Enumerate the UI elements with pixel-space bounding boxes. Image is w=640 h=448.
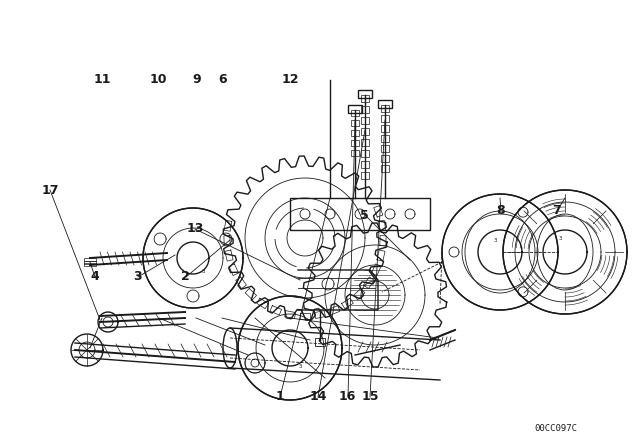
Bar xyxy=(361,139,369,146)
Text: 15: 15 xyxy=(361,390,379,403)
Bar xyxy=(358,90,372,98)
Text: 3: 3 xyxy=(298,364,301,369)
Bar xyxy=(351,140,359,146)
Text: 14: 14 xyxy=(309,390,327,403)
Text: 6: 6 xyxy=(218,73,227,86)
Text: 4: 4 xyxy=(90,270,99,284)
Bar xyxy=(84,263,96,266)
Bar xyxy=(381,165,389,172)
Bar xyxy=(381,125,389,132)
Text: 3: 3 xyxy=(493,238,497,243)
Bar xyxy=(351,130,359,136)
Bar xyxy=(361,161,369,168)
Text: 7: 7 xyxy=(552,204,561,217)
Bar xyxy=(381,115,389,122)
Bar xyxy=(351,120,359,126)
Text: 12: 12 xyxy=(281,73,299,86)
Polygon shape xyxy=(245,353,265,373)
Text: 13: 13 xyxy=(186,222,204,235)
Bar xyxy=(351,110,359,116)
Bar xyxy=(84,260,96,263)
Bar xyxy=(381,145,389,152)
Bar xyxy=(381,105,389,112)
Bar xyxy=(315,338,325,346)
Text: 3: 3 xyxy=(133,270,142,284)
Text: 17: 17 xyxy=(41,184,59,197)
Text: 5: 5 xyxy=(360,208,369,222)
Text: 3: 3 xyxy=(558,236,562,241)
Bar xyxy=(351,150,359,156)
Bar xyxy=(361,117,369,124)
Bar xyxy=(381,135,389,142)
Text: 8: 8 xyxy=(496,204,505,217)
Bar xyxy=(361,128,369,135)
Bar xyxy=(361,95,369,102)
Bar xyxy=(381,155,389,162)
Bar xyxy=(84,258,96,261)
Text: 10: 10 xyxy=(150,73,168,86)
Bar xyxy=(361,172,369,179)
Bar xyxy=(361,106,369,113)
Text: 3: 3 xyxy=(201,269,205,274)
Bar xyxy=(348,105,362,113)
Bar xyxy=(361,150,369,157)
Text: 11: 11 xyxy=(93,73,111,86)
Polygon shape xyxy=(143,208,243,308)
Text: 16: 16 xyxy=(339,390,356,403)
Text: 00CC097C: 00CC097C xyxy=(534,423,577,432)
Polygon shape xyxy=(442,194,558,310)
Bar xyxy=(290,198,430,230)
Polygon shape xyxy=(238,296,342,400)
Text: 2: 2 xyxy=(181,270,190,284)
Text: 1: 1 xyxy=(275,390,284,403)
Bar xyxy=(378,100,392,108)
Polygon shape xyxy=(503,190,627,314)
Text: 9: 9 xyxy=(192,73,201,86)
